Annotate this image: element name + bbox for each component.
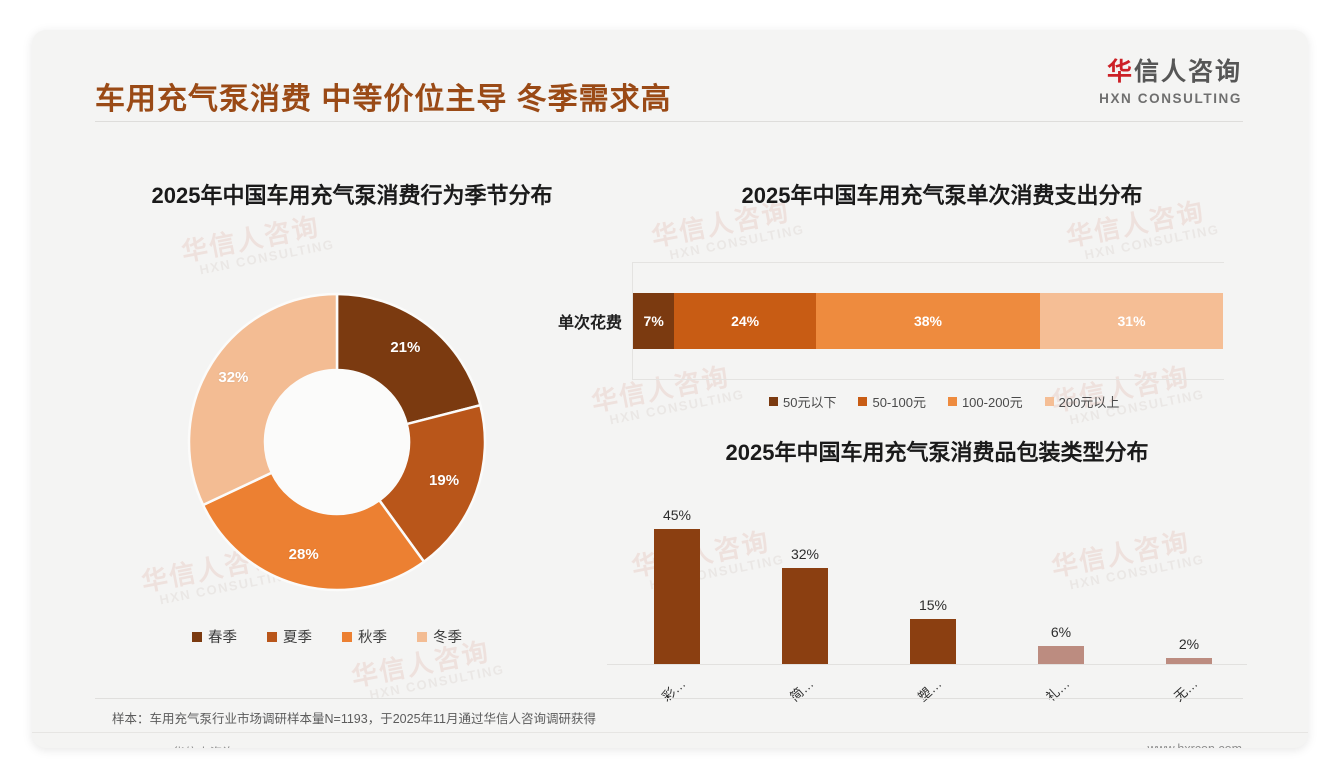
donut-legend-item[interactable]: 春季 — [192, 626, 237, 647]
website-link[interactable]: www.hxrcon.com — [1148, 742, 1242, 748]
watermark-en: HXN CONSULTING — [1083, 221, 1221, 263]
watermark-en: HXN CONSULTING — [198, 236, 336, 278]
stacked-legend: 50元以下 50-100元 100-200元 200元以上 — [769, 392, 1119, 411]
watermark-en: HXN CONSULTING — [368, 661, 506, 703]
column-chart-title: 2025年中国车用充气泵消费品包装类型分布 — [725, 440, 1149, 465]
donut-legend: 春季 夏季 秋季 冬季 — [192, 626, 462, 647]
stacked-legend-item[interactable]: 50-100元 — [858, 392, 926, 411]
donut-legend-label: 冬季 — [433, 630, 462, 646]
watermark-cn: 华信人咨询 — [179, 211, 323, 268]
page-title: 车用充气泵消费 中等价位主导 冬季需求高 — [95, 83, 672, 116]
footer-divider — [95, 698, 1243, 699]
donut-slice-label: 19% — [429, 471, 460, 489]
watermark-en: HXN CONSULTING — [608, 386, 746, 428]
column-chart-bar-group: 15% — [873, 597, 993, 664]
donut-chart-svg — [187, 292, 487, 592]
donut-legend-label: 秋季 — [358, 630, 387, 646]
column-chart-baseline — [607, 664, 1247, 665]
stacked-legend-item[interactable]: 200元以上 — [1044, 392, 1120, 411]
slide-card: 华信人咨询 HXN CONSULTING 华信人咨询 HXN CONSULTIN… — [32, 30, 1308, 748]
legend-swatch-icon — [267, 631, 277, 642]
column-value-label: 6% — [1050, 624, 1072, 640]
donut-chart: 21% 19% 28% 32% — [187, 292, 487, 592]
stacked-chart-title: 2025年中国车用充气泵单次消费支出分布 — [741, 183, 1143, 208]
sample-note: 样本：车用充气泵行业市场调研样本量N=1193，于2025年11月通过华信人咨询… — [112, 712, 596, 726]
stacked-legend-label: 100-200元 — [961, 395, 1023, 410]
column-value-label: 2% — [1178, 636, 1200, 652]
donut-legend-label: 夏季 — [283, 630, 312, 646]
brand-logo-cn: 华信人咨询 — [1099, 60, 1242, 85]
column-chart-bar-group: 45% — [617, 507, 737, 664]
stacked-segment-label: 7% — [643, 313, 664, 329]
donut-hole — [265, 370, 409, 514]
donut-slices — [187, 292, 487, 592]
donut-legend-item[interactable]: 秋季 — [342, 626, 387, 647]
stacked-legend-label: 50元以下 — [783, 395, 837, 410]
column-value-label: 45% — [662, 507, 692, 523]
column-chart-bar-group: 32% — [745, 546, 865, 664]
column-bar[interactable] — [1166, 658, 1212, 664]
donut-legend-item[interactable]: 夏季 — [267, 626, 312, 647]
donut-slice-label: 21% — [390, 338, 421, 356]
stacked-bar-segment[interactable]: 31% — [1040, 293, 1223, 349]
stacked-bar-chart: 单次花费 7% 24% 38% 31% — [558, 262, 1224, 380]
legend-swatch-icon — [947, 397, 957, 406]
stacked-bar-segment[interactable]: 38% — [815, 293, 1041, 349]
header-divider — [95, 121, 1243, 122]
legend-swatch-icon — [417, 631, 427, 642]
stacked-axis-left — [632, 262, 633, 380]
watermark-en: HXN CONSULTING — [668, 221, 806, 263]
legend-swatch-icon — [858, 397, 868, 406]
stacked-axis-top — [632, 262, 1224, 263]
bottom-divider — [32, 732, 1308, 733]
donut-slice-label: 28% — [288, 546, 319, 564]
watermark: 华信人咨询 HXN CONSULTING — [179, 211, 336, 280]
column-bar[interactable] — [1038, 646, 1084, 664]
column-bar[interactable] — [782, 568, 828, 664]
donut-slice-label: 32% — [218, 368, 249, 386]
donut-legend-item[interactable]: 冬季 — [417, 626, 462, 647]
stacked-legend-label: 200元以上 — [1058, 395, 1120, 410]
brand-logo-cn-accent: 华 — [1106, 58, 1134, 86]
donut-legend-label: 春季 — [208, 630, 237, 646]
stacked-legend-label: 50-100元 — [872, 395, 926, 410]
stacked-legend-item[interactable]: 50元以下 — [769, 392, 836, 411]
stacked-segment-label: 24% — [731, 313, 760, 329]
brand-logo-cn-rest: 信人咨询 — [1133, 58, 1242, 86]
legend-swatch-icon — [192, 631, 202, 642]
stacked-segment-label: 38% — [913, 313, 942, 329]
stacked-segment-label: 31% — [1117, 313, 1146, 329]
column-bar[interactable] — [910, 619, 956, 664]
stacked-category-label: 单次花费 — [557, 315, 622, 332]
column-chart-bar-group: 2% — [1129, 636, 1249, 664]
brand-logo: 华信人咨询 HXN CONSULTING — [1099, 60, 1242, 106]
stacked-bar-track: 7% 24% 38% 31% — [633, 293, 1223, 349]
copyright-text: ©2026.1 HXR华信人咨询 — [95, 742, 235, 748]
stacked-axis-bottom — [632, 379, 1224, 380]
stacked-legend-item[interactable]: 100-200元 — [947, 392, 1023, 411]
column-bar[interactable] — [654, 529, 700, 664]
column-chart-bar-group: 6% — [1001, 624, 1121, 664]
legend-swatch-icon — [769, 397, 778, 406]
column-value-label: 32% — [790, 546, 820, 562]
legend-swatch-icon — [342, 631, 352, 642]
stacked-bar-segment[interactable]: 24% — [674, 293, 816, 349]
legend-swatch-icon — [1044, 397, 1054, 406]
brand-logo-en: HXN CONSULTING — [1099, 91, 1242, 106]
donut-chart-title: 2025年中国车用充气泵消费行为季节分布 — [151, 183, 553, 208]
column-value-label: 15% — [918, 597, 948, 613]
stacked-bar-segment[interactable]: 7% — [633, 293, 675, 349]
column-chart: 45% 32% 15% 6% 2% 彩… 简… 塑… 礼… 无… — [607, 500, 1247, 720]
